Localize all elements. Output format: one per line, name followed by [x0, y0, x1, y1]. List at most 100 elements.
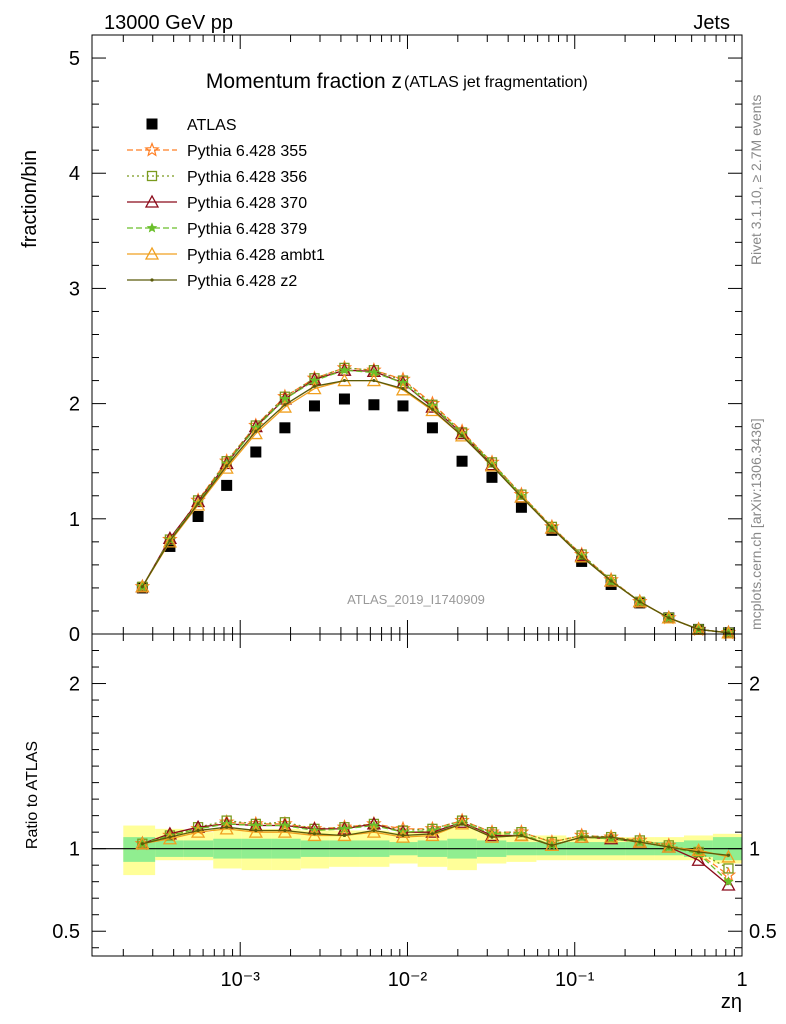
main-title: Momentum fraction z — [206, 70, 402, 93]
ratio-point-z2 — [726, 853, 731, 857]
y-axis-label: fraction/bin — [19, 150, 41, 248]
y-tick-label: 1 — [69, 509, 80, 531]
series-point-z2 — [342, 378, 347, 383]
series-point-ambt1 — [604, 573, 619, 587]
series-point-z2 — [254, 429, 258, 433]
x-tick-label: 10⁻¹ — [555, 969, 595, 991]
ratio-point-z2 — [254, 828, 258, 833]
ratio-point-z2 — [401, 833, 405, 838]
ratio-point-ambt1 — [691, 842, 706, 856]
ratio-point-ambt1 — [248, 824, 263, 838]
ratio-plot-frame — [91, 633, 743, 957]
ratio-point-z2 — [372, 828, 376, 833]
atlas-data-point — [279, 422, 291, 434]
ratio-point-z2 — [460, 822, 464, 826]
atlas-data-point — [368, 399, 380, 411]
header-process: Jets — [693, 12, 730, 34]
x-tick-label: 10⁻² — [388, 969, 428, 991]
ratio-plot: 0.5 0.5 1 1 2 2 10⁻³ 10⁻² 10⁻¹ 1 Ratio to ATLAS z… — [24, 633, 777, 1013]
mcplots-label: mcplots.cern.ch [arXiv:1306.3436] — [748, 418, 764, 630]
ratio-point-ambt1 — [307, 828, 322, 842]
series-point-ambt1 — [277, 399, 292, 413]
ratio-point-z2 — [430, 832, 435, 836]
legend-marker — [150, 278, 154, 282]
main-plot: 0 1 2 3 4 5 Momentum fraction z (ATLAS jet fr… — [19, 34, 743, 646]
series-point-ambt1 — [162, 534, 178, 548]
ratio-point-p370 — [484, 828, 500, 842]
series-point-z2 — [196, 502, 200, 506]
series-point-ambt1 — [219, 460, 234, 474]
atlas-data-point — [338, 393, 350, 405]
rivet-label: Rivet 3.1.10, ≥ 2.7M events — [748, 95, 764, 265]
ratio-point-ambt1 — [454, 816, 470, 830]
ratio-point-ambt1 — [721, 849, 736, 863]
ratio-point-z2 — [638, 840, 642, 844]
ratio-point-ambt1 — [219, 821, 234, 835]
ratio-point-z2 — [225, 825, 229, 829]
legend-marker — [146, 222, 158, 233]
ratio-point-z2 — [168, 835, 172, 839]
ratio-point-z2 — [196, 828, 200, 833]
series-point-z2 — [490, 464, 494, 468]
ratio-y-tick-label: 0.5 — [52, 921, 80, 943]
ratio-point-z2 — [667, 845, 671, 849]
series-point-ambt1 — [574, 549, 589, 563]
atlas-data-point — [426, 422, 438, 434]
ratio-point-z2 — [140, 842, 144, 846]
ratio-point-z2 — [609, 835, 613, 839]
y-tick-label: 2 — [69, 394, 80, 416]
legend: ATLAS Pythia 6.428 355 Pythia 6.428 356 Pyt… — [127, 117, 325, 290]
series-point-p379 — [339, 364, 350, 375]
x-axis-label: zη — [721, 991, 742, 1013]
atlas-data-point — [250, 446, 262, 458]
series-point-ambt1 — [190, 497, 206, 511]
ratio-point-ambt1 — [425, 828, 440, 842]
ratio-point-ambt1 — [514, 828, 529, 842]
ratio-point-z2 — [312, 832, 317, 836]
atlas-data-point — [515, 501, 527, 513]
legend-marker — [146, 118, 158, 130]
x-tick-label: 10⁻³ — [220, 969, 260, 991]
ratio-point-p379 — [723, 876, 734, 887]
legend-label: Pythia 6.428 379 — [187, 221, 307, 238]
ratio-y-tick-label: 1 — [69, 839, 80, 861]
series-point-z2 — [401, 387, 405, 391]
legend-label: Pythia 6.428 355 — [187, 143, 307, 160]
main-subtitle: (ATLAS jet fragmentation) — [404, 74, 588, 91]
series-point-ambt1 — [395, 382, 411, 396]
series-point-ambt1 — [484, 458, 500, 472]
ratio-point-z2 — [550, 843, 554, 847]
series-point-z2 — [460, 434, 464, 438]
series-point-z2 — [430, 407, 435, 411]
series-point-z2 — [519, 495, 524, 499]
ratio-y-tick-label-right: 1 — [749, 839, 760, 861]
ratio-point-z2 — [519, 833, 524, 838]
legend-label: Pythia 6.428 z2 — [187, 273, 297, 290]
atlas-data-point — [192, 511, 204, 523]
ratio-point-z2 — [580, 835, 584, 839]
legend-label: Pythia 6.428 ambt1 — [187, 247, 325, 264]
series-point-ambt1 — [454, 428, 470, 442]
ratio-y-tick-label: 2 — [69, 674, 80, 696]
series-point-z2 — [140, 585, 144, 589]
y-tick-label: 4 — [69, 163, 80, 185]
series-point-z2 — [609, 579, 613, 583]
series-point-ambt1 — [632, 594, 647, 608]
ratio-point-z2 — [283, 828, 287, 833]
legend-marker — [146, 170, 158, 182]
series-point-z2 — [696, 627, 701, 631]
y-tick-label: 5 — [69, 48, 80, 70]
ratio-point-z2 — [490, 835, 494, 839]
series-point-z2 — [225, 464, 229, 468]
atlas-data-point — [486, 471, 498, 483]
header-energy: 13000 GeV pp — [104, 12, 233, 34]
legend-marker — [144, 246, 160, 260]
series-point-ambt1 — [661, 610, 676, 624]
series-point-z2 — [283, 403, 287, 407]
x-tick-label: 1 — [736, 969, 747, 991]
series-point-z2 — [312, 384, 317, 388]
series-point-z2 — [580, 555, 584, 559]
legend-label: Pythia 6.428 356 — [187, 169, 307, 186]
series-point-z2 — [168, 539, 172, 543]
series-point-ambt1 — [248, 426, 263, 440]
